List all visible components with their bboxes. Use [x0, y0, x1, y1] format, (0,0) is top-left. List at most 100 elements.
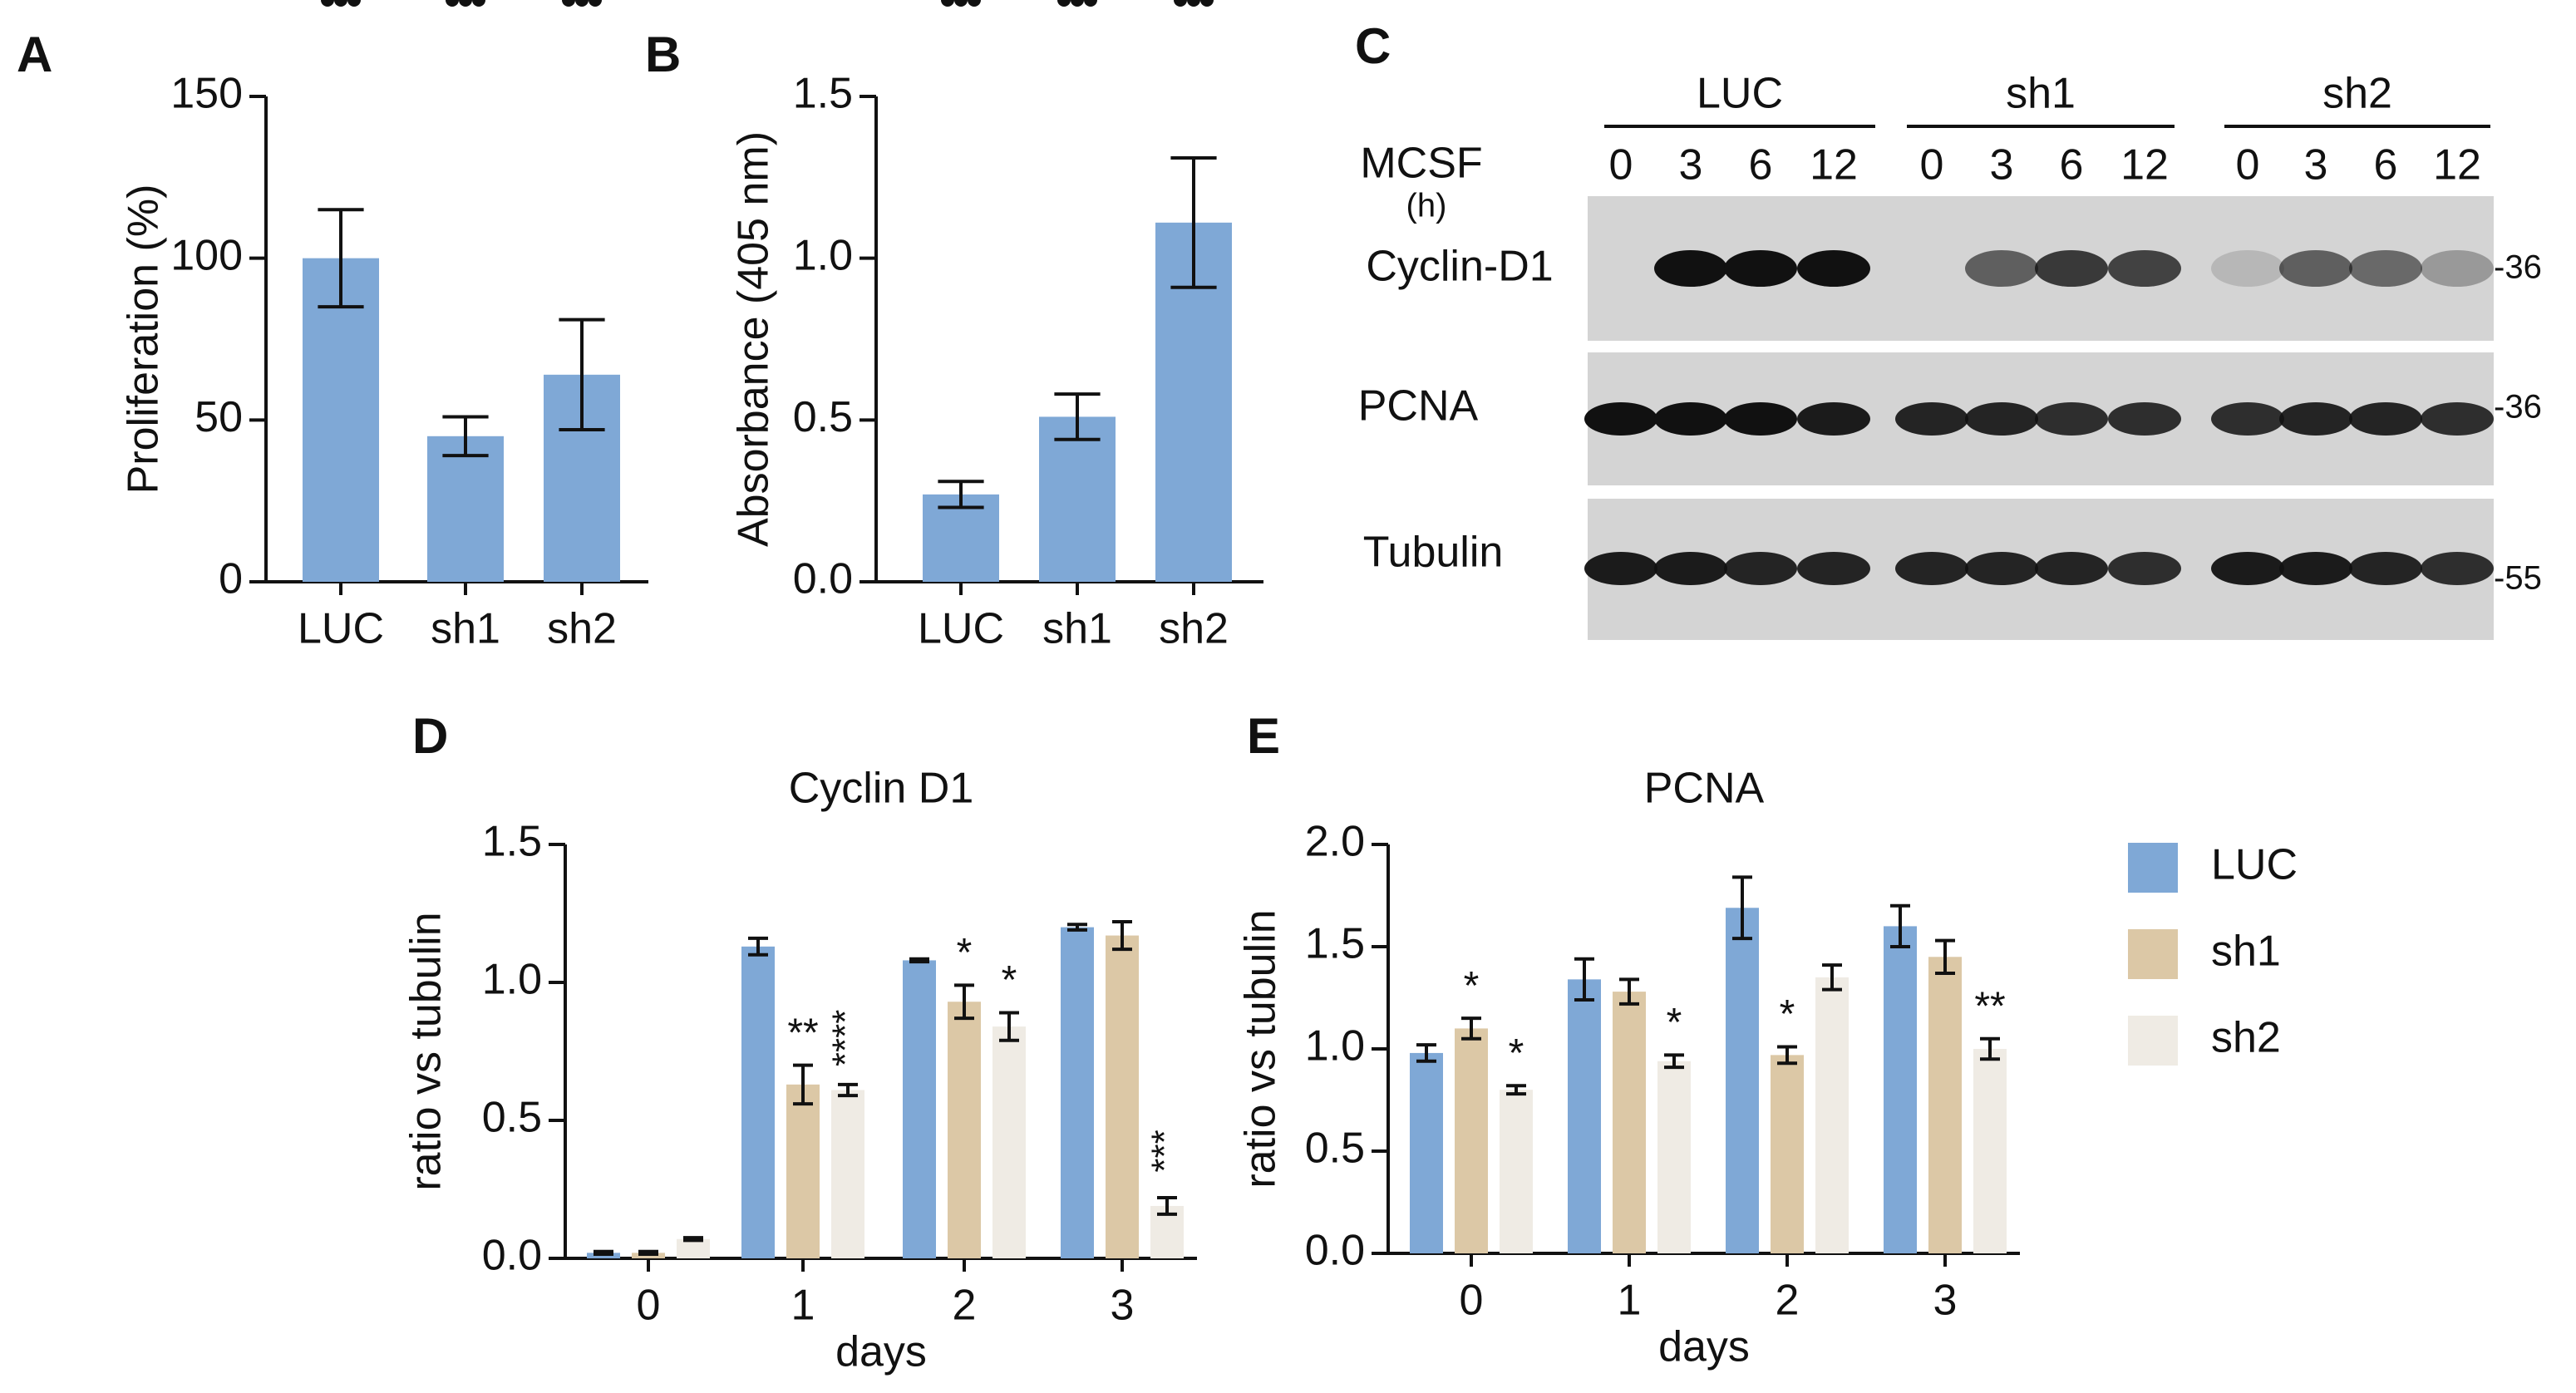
blot-band [1654, 250, 1727, 287]
blot-band [1797, 250, 1870, 287]
blot-band [2211, 250, 2284, 287]
blot-band [2211, 402, 2284, 436]
bar [427, 436, 504, 582]
legend-swatch [2128, 843, 2178, 893]
bar [1657, 1061, 1691, 1253]
timepoint-label: 0 [2236, 141, 2260, 190]
legend-swatch [2128, 929, 2178, 979]
blot-band [2035, 250, 2108, 287]
bar [1928, 957, 1962, 1253]
x-tick-label: sh2 [1159, 605, 1229, 653]
bar [831, 1090, 864, 1258]
blot-band [1797, 552, 1870, 585]
bar [1039, 416, 1116, 582]
marker-label: -36 [2494, 389, 2542, 426]
row-label: Cyclin-D1 [1366, 243, 1553, 291]
bar [1500, 1090, 1533, 1253]
data-point [589, 0, 602, 7]
significance-label: * [957, 931, 973, 975]
y-tick-label: 0.5 [1305, 1125, 1365, 1173]
data-point [321, 0, 334, 7]
x-tick-label: LUC [918, 605, 1004, 653]
bar [1973, 1049, 2007, 1253]
significance-label: ** [787, 1011, 818, 1055]
bar [948, 1002, 981, 1258]
y-tick-label: 1.0 [793, 231, 853, 279]
legend-label: LUC [2211, 841, 2298, 889]
y-tick-label: 2.0 [1305, 818, 1365, 866]
blot-band [1895, 552, 1968, 585]
panel-label: C [1355, 18, 1391, 74]
blot-band [2349, 552, 2422, 585]
y-tick-label: 0.0 [793, 555, 853, 603]
bar [1410, 1052, 1443, 1253]
chart-title: Cyclin D1 [789, 765, 974, 813]
timepoint-label: 0 [1609, 141, 1633, 190]
unit-label: (h) [1406, 188, 1447, 224]
blot-band [2035, 402, 2108, 436]
y-tick-label: 0.0 [1305, 1227, 1365, 1275]
blot-band [1797, 402, 1870, 436]
y-tick-label: 1.0 [482, 956, 542, 1004]
bar [1726, 908, 1759, 1253]
bar [1771, 1055, 1804, 1253]
y-tick-label: 150 [170, 70, 243, 118]
legend-swatch [2128, 1016, 2178, 1066]
row-label: Tubulin [1363, 529, 1504, 577]
y-tick-label: 1.5 [482, 818, 542, 866]
significance-label: ** [1974, 984, 2005, 1028]
blot-band [1965, 250, 2038, 287]
timepoint-label: 0 [1920, 141, 1944, 190]
y-tick-label: 100 [170, 231, 243, 279]
x-axis-title: days [835, 1328, 927, 1376]
data-point [1057, 0, 1071, 7]
blot-band [1724, 402, 1797, 436]
marker-label: -36 [2494, 249, 2542, 286]
significance-label: * [1464, 964, 1480, 1008]
x-tick-label: 3 [1111, 1282, 1135, 1330]
blot-band [1895, 402, 1968, 436]
x-tick-label: 1 [1618, 1277, 1642, 1325]
y-tick-label: 1.5 [1305, 920, 1365, 968]
group-label: sh2 [2322, 70, 2392, 118]
blot-band [1724, 552, 1797, 585]
timepoint-label: 12 [2120, 141, 2169, 190]
legend-label: sh2 [2211, 1014, 2281, 1062]
timepoint-label: 6 [2374, 141, 2398, 190]
y-tick-label: 0.5 [482, 1094, 542, 1142]
blot-band [2279, 552, 2352, 585]
bar [741, 946, 775, 1258]
x-tick-label: 2 [1776, 1277, 1800, 1325]
blot-band [2421, 250, 2494, 287]
blot-band [2035, 552, 2108, 585]
bar [1613, 992, 1646, 1253]
data-point [446, 0, 459, 7]
bar [677, 1238, 710, 1258]
bar [1884, 926, 1917, 1253]
bar [1568, 979, 1601, 1253]
blot-band [1584, 552, 1657, 585]
significance-label: ** [1061, 0, 1092, 20]
bar [303, 258, 379, 582]
significance-label: **** [825, 1010, 866, 1067]
y-tick-label: 0 [219, 555, 243, 603]
y-tick-label: 0.0 [482, 1232, 542, 1280]
x-tick-label: 0 [637, 1282, 661, 1330]
timepoint-label: 3 [1679, 141, 1703, 190]
significance-label: * [1509, 1031, 1524, 1076]
bar [992, 1026, 1026, 1258]
blot-band [1654, 552, 1727, 585]
data-point [968, 0, 981, 7]
y-axis-title: Absorbance (405 nm) [730, 131, 778, 547]
x-tick-label: sh1 [1042, 605, 1112, 653]
data-point [459, 0, 472, 7]
data-point [941, 0, 954, 7]
bar [786, 1084, 820, 1258]
legend-label: sh1 [2211, 928, 2281, 976]
blot-band [1965, 552, 2038, 585]
bar [1061, 927, 1094, 1258]
significance-label: *** [559, 0, 605, 20]
bar [1815, 977, 1849, 1253]
data-point [334, 0, 347, 7]
x-tick-label: 2 [953, 1282, 977, 1330]
